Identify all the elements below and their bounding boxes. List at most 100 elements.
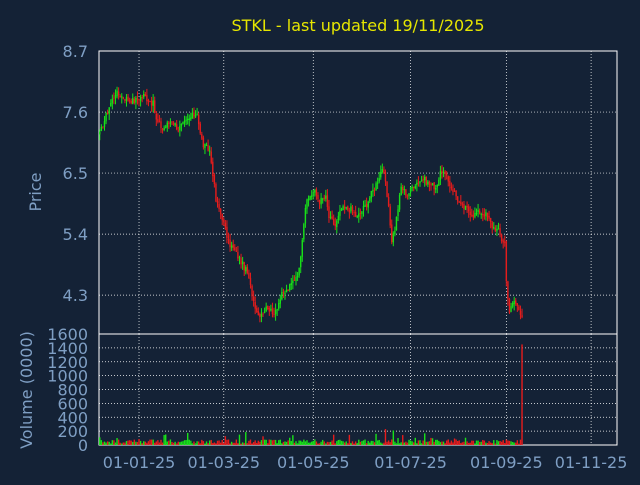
candle-body (196, 114, 198, 116)
volume-bar (375, 433, 377, 445)
price-panel: 8.7 7.6 6.5 5.4 4.3 (63, 42, 618, 335)
volume-bar (309, 442, 311, 445)
candle-body (367, 201, 369, 208)
candle-body (117, 91, 120, 96)
volume-bar (180, 441, 183, 445)
x-tick-label: 01-05-25 (277, 453, 350, 472)
candle-body (482, 213, 484, 215)
candle-body (521, 315, 523, 318)
candle-body (256, 308, 258, 312)
volume-bar (295, 441, 297, 445)
candle-body (508, 299, 511, 313)
candle-body (128, 100, 131, 102)
candle-body (375, 183, 377, 191)
candle-body (417, 182, 420, 184)
volume-bar (259, 441, 261, 445)
candle-body (160, 121, 162, 129)
candle-body (215, 183, 217, 202)
candle-body (475, 213, 478, 215)
candle-body (150, 100, 153, 106)
volume-bar (439, 442, 442, 445)
volume-bar (160, 439, 162, 445)
volume-bar (430, 437, 432, 445)
volume-bar (455, 439, 457, 445)
volume-bar (232, 442, 234, 445)
volume-bar (329, 441, 332, 445)
volume-bar (193, 441, 195, 445)
x-tick-label: 01-11-25 (555, 453, 628, 472)
volume-bar (270, 439, 272, 445)
candle-body (405, 189, 407, 196)
volume-bar (328, 442, 330, 445)
candle-body (303, 224, 305, 240)
candle-body (252, 296, 255, 302)
candle-body (332, 219, 335, 225)
volume-bar (445, 440, 448, 445)
volume-bar (337, 439, 340, 445)
volume-bar (310, 441, 313, 445)
volume-bar (354, 441, 357, 445)
candle-body (455, 190, 457, 197)
volume-bar (238, 434, 241, 445)
volume-bar (351, 441, 354, 445)
candle-body (504, 241, 506, 243)
volume-bar (274, 439, 277, 445)
candle-body (270, 308, 272, 311)
volume-bar (185, 440, 187, 445)
candle-body (497, 228, 500, 230)
candle-body (130, 101, 132, 104)
candle-body (505, 241, 508, 282)
candle-body (307, 198, 310, 201)
candle-body (103, 121, 106, 127)
candle-body (116, 90, 118, 97)
volume-bar (453, 438, 456, 445)
volume-bar (318, 443, 321, 445)
volume-bar (237, 443, 239, 445)
candle-body (461, 203, 464, 205)
volume-bar (461, 442, 464, 445)
candle-body (282, 292, 285, 294)
volume-bar (144, 441, 147, 445)
volume-bar (227, 439, 230, 445)
volume-bar (99, 437, 101, 445)
volume-bar (196, 441, 198, 445)
candle-body (114, 95, 117, 98)
candle-body (301, 240, 303, 257)
volume-bar (139, 440, 142, 445)
candle-body (102, 127, 104, 129)
candle-body (400, 186, 402, 196)
candle-body (414, 185, 417, 189)
candle-body (507, 281, 509, 300)
candle-body (271, 308, 274, 315)
volume-bar (392, 430, 395, 445)
candle-body (221, 213, 223, 221)
volume-bar (380, 442, 382, 445)
volume-bar (224, 436, 227, 445)
volume-bar (201, 439, 203, 445)
candle-body (478, 210, 481, 214)
volume-bar (257, 440, 260, 445)
volume-bar (256, 442, 258, 445)
volume-bar (273, 439, 275, 445)
candle-body (125, 97, 128, 102)
volume-bar (507, 440, 509, 445)
volume-bar (323, 441, 325, 445)
volume-bar (467, 442, 470, 445)
candle-body (469, 211, 471, 216)
candle-body (463, 203, 465, 209)
volume-bar (447, 439, 449, 445)
volume-bar (497, 441, 500, 445)
volume-bar (386, 441, 388, 445)
volume-bar (425, 441, 427, 445)
volume-bar (102, 442, 104, 445)
candle-body (190, 117, 192, 120)
candle-body (254, 302, 256, 309)
candle-body (172, 123, 175, 125)
volume-bar (235, 439, 238, 445)
volume-bar (489, 442, 492, 445)
volume-bar (262, 436, 264, 445)
candle-body (491, 222, 493, 228)
candle-body (329, 216, 332, 219)
chart-title: STKL - last updated 19/11/2025 (231, 16, 484, 35)
volume-bar (458, 440, 460, 445)
